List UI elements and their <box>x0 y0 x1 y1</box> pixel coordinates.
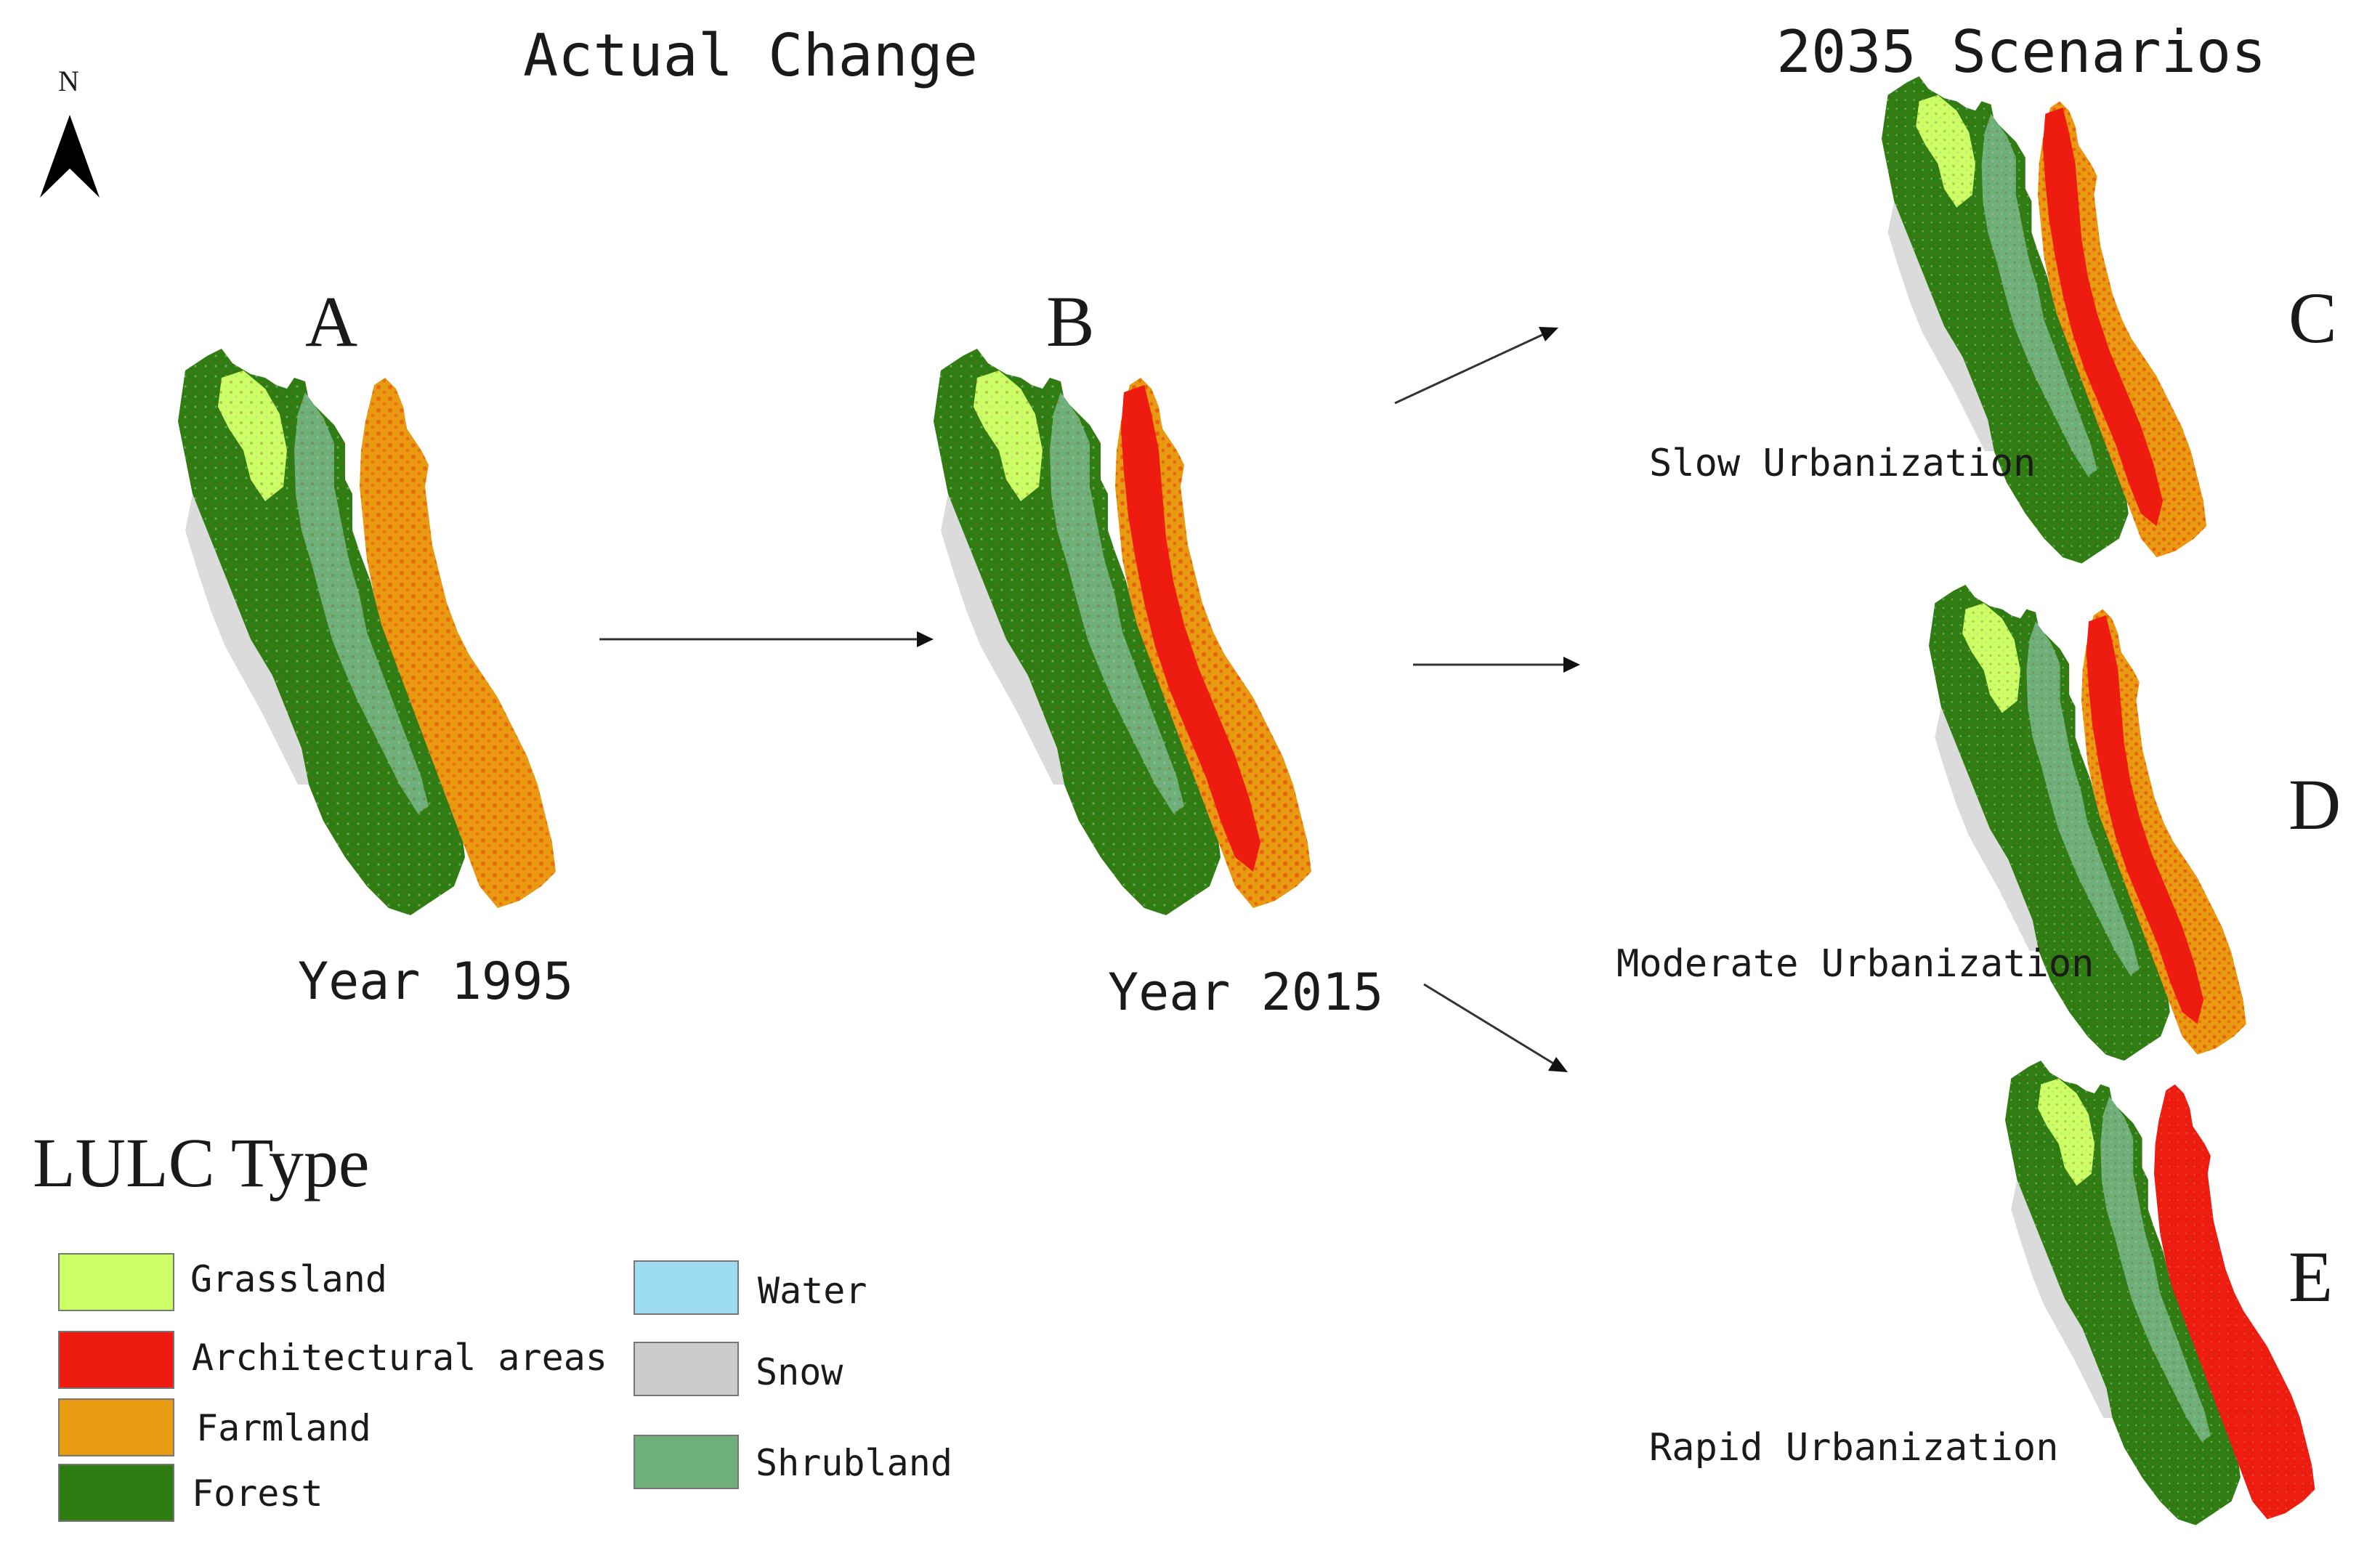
map-caption: Moderate Urbanization <box>1616 942 2094 986</box>
legend-label: Forest <box>192 1472 323 1515</box>
map-caption: Year 2015 <box>1108 963 1384 1022</box>
legend-label: Water <box>758 1270 867 1312</box>
legend-swatch-forest <box>58 1464 174 1522</box>
legend-swatch-shrubland <box>634 1435 739 1489</box>
map-d-moderate <box>1929 585 2246 1061</box>
north-label: N <box>58 65 79 97</box>
map-c-slow <box>1882 76 2207 564</box>
legend-title: LULC Type <box>33 1124 370 1202</box>
legend-label: Shrubland <box>756 1442 952 1484</box>
map-letter: A <box>305 281 358 362</box>
map-letter: D <box>2288 764 2341 845</box>
map-caption: Slow Urbanization <box>1649 442 2036 485</box>
legend-swatch-water <box>634 1260 739 1315</box>
legend-label: Snow <box>756 1351 843 1393</box>
flow-arrows <box>599 327 1580 1072</box>
scenarios-header: 2035 Scenarios <box>1776 18 2267 86</box>
map-letter: B <box>1046 281 1095 362</box>
legend-label: Farmland <box>196 1407 371 1449</box>
legend-swatch-snow <box>634 1342 739 1396</box>
map-letter: C <box>2288 277 2337 358</box>
legend-swatch-architectural <box>58 1331 174 1389</box>
map-caption: Year 1995 <box>298 952 574 1011</box>
map-b-2015 <box>934 349 1311 915</box>
legend-swatch-grassland <box>58 1253 174 1311</box>
map-letter: E <box>2288 1236 2334 1317</box>
legend-label: Architectural areas <box>192 1337 607 1379</box>
map-a-1995 <box>178 349 556 915</box>
map-caption: Rapid Urbanization <box>1649 1426 2059 1470</box>
actual-change-header: Actual Change <box>523 22 979 89</box>
legend-label: Grassland <box>190 1258 387 1300</box>
legend-swatch-farmland <box>58 1398 174 1456</box>
